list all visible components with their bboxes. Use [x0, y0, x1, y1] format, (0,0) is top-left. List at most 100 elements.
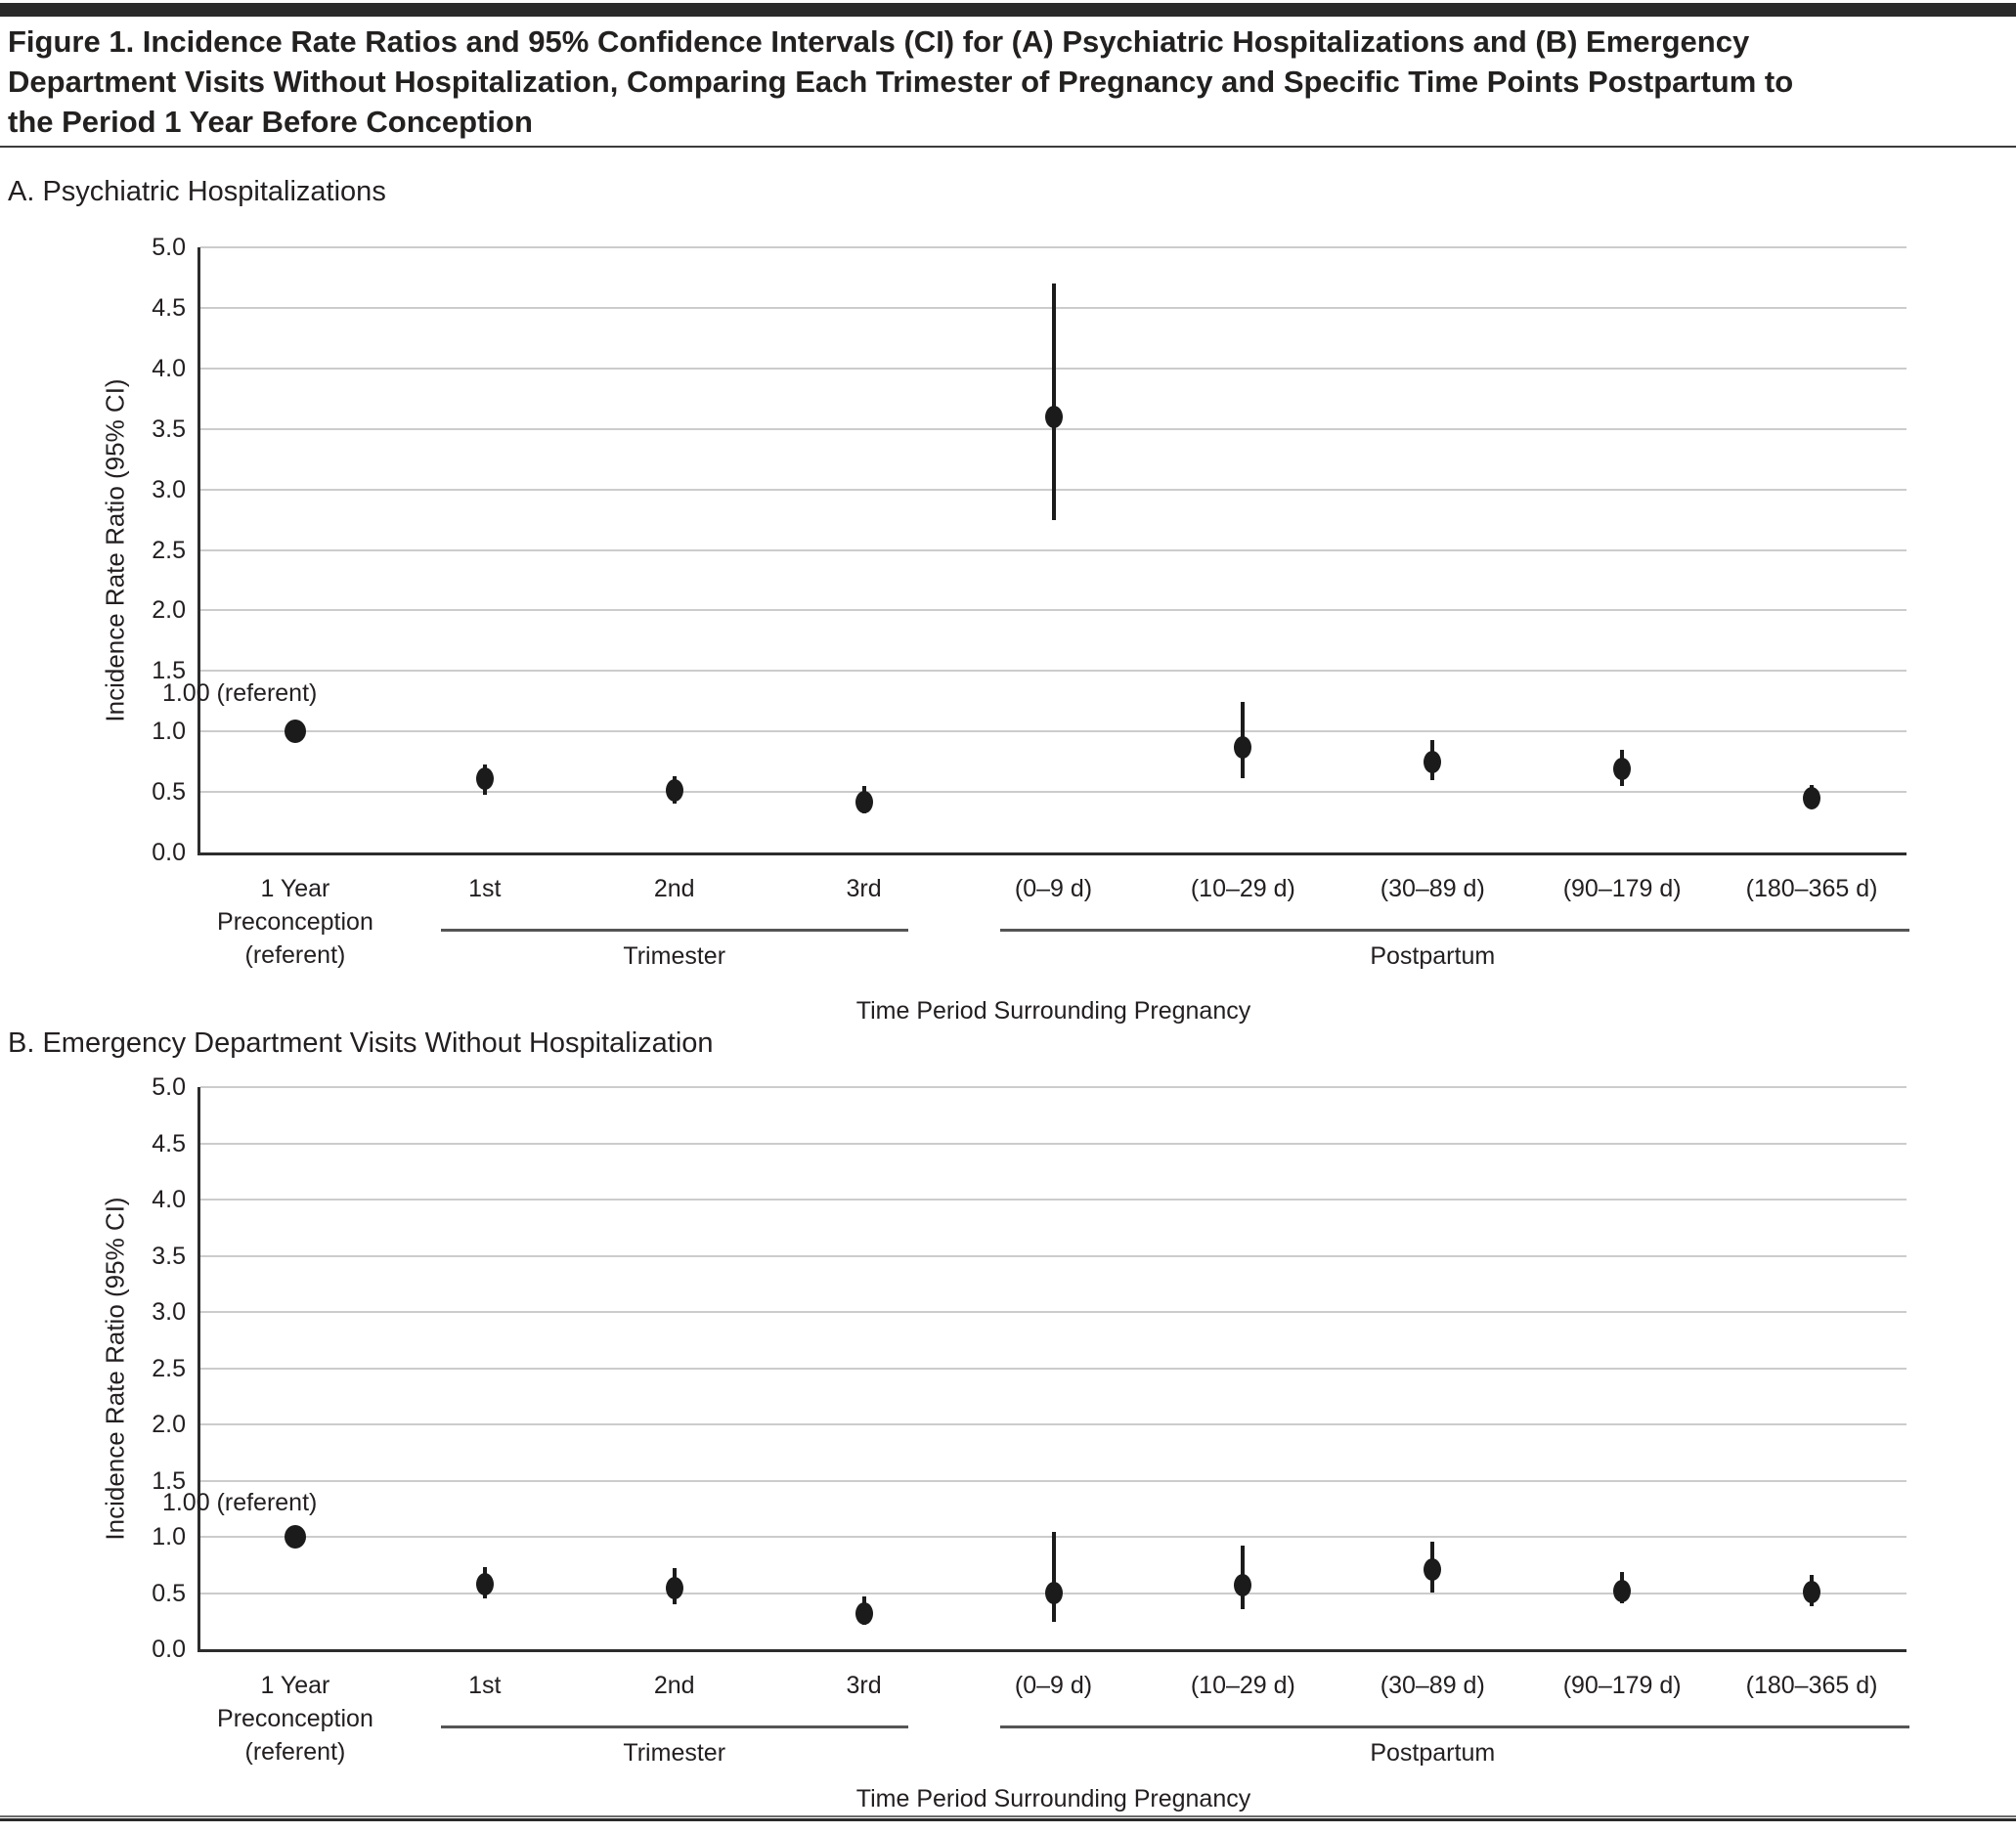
x-category-label-line: (10–29 d) [1190, 875, 1295, 902]
x-category-label: 1 Year Preconception (referent) [168, 1669, 422, 1768]
y-axis-tick-label: 4.0 [152, 1186, 186, 1213]
gridline [200, 488, 1906, 491]
figure-title-line-1: Figure 1. Incidence Rate Ratios and 95% … [8, 24, 1750, 59]
x-category-label-line: 2nd [653, 1672, 695, 1699]
x-category-label-line: (0–9 d) [1014, 1672, 1093, 1699]
axis-group-rule [440, 929, 908, 932]
data-point [665, 779, 683, 803]
gridline [200, 548, 1906, 551]
y-axis-tick-label: 2.0 [152, 1411, 186, 1438]
figure-title: Figure 1. Incidence Rate Ratios and 95% … [8, 22, 2008, 142]
y-axis-tick-label: 0.0 [152, 839, 186, 866]
data-point [1044, 1582, 1063, 1604]
ci-whisker [1810, 784, 1815, 809]
x-category-label: (180–365 d) [1685, 872, 1939, 905]
ci-whisker [1241, 1546, 1246, 1609]
panel-b-heading: B. Emergency Department Visits Without H… [8, 1027, 714, 1059]
x-category-label-line: (30–89 d) [1380, 1672, 1485, 1699]
gridline [200, 306, 1906, 309]
y-axis-line [197, 1087, 200, 1652]
y-axis-tick-label: 0.0 [152, 1636, 186, 1663]
gridline [200, 1367, 1906, 1370]
x-category-label-line: (90–179 d) [1562, 1672, 1682, 1699]
x-axis-caption: Time Period Surrounding Pregnancy [855, 1785, 1251, 1812]
data-point [1803, 1580, 1821, 1603]
y-axis-tick-label: 0.5 [152, 778, 186, 807]
y-axis-tick-label: 1.5 [152, 1466, 186, 1495]
x-category-label-line: Preconception [217, 908, 373, 936]
data-point [1613, 758, 1632, 781]
x-category-label: (30–89 d) [1305, 1669, 1559, 1702]
top-bar [0, 3, 2016, 17]
x-category-label-line: (180–365 d) [1745, 875, 1878, 902]
gridline [200, 1142, 1906, 1145]
data-point [284, 1525, 306, 1549]
x-category-label: 1st [358, 872, 612, 905]
x-category-label: 1 Year Preconception (referent) [168, 872, 422, 972]
x-axis-line [197, 1649, 1906, 1652]
axis-group-label: Postpartum [1370, 1739, 1496, 1767]
data-point [284, 720, 306, 744]
data-point [1044, 405, 1063, 428]
ci-whisker [861, 1595, 866, 1625]
axis-group-label: Trimester [623, 1739, 726, 1767]
y-axis-tick-label: 1.0 [152, 1523, 186, 1550]
y-axis-line [197, 247, 200, 855]
x-category-label: 2nd [548, 872, 802, 905]
y-axis-tick-label: 3.5 [152, 415, 186, 443]
y-axis-tick-label: 4.5 [152, 293, 186, 322]
ci-whisker [1241, 702, 1246, 779]
gridline [200, 1086, 1906, 1088]
y-axis-tick-label: 1.5 [152, 657, 186, 685]
x-axis-line [197, 852, 1906, 855]
figure-title-line-2: Department Visits Without Hospitalizatio… [8, 65, 1794, 99]
gridline [200, 730, 1906, 733]
x-axis-caption: Time Period Surrounding Pregnancy [855, 997, 1251, 1025]
y-axis-tick-label: 2.5 [152, 536, 186, 564]
y-axis-tick-label: 3.0 [152, 1298, 186, 1326]
y-axis-tick-label: 3.5 [152, 1242, 186, 1270]
gridline [200, 1311, 1906, 1313]
x-category-label-line: 1st [468, 875, 502, 902]
y-axis-title: Incidence Rate Ratio (95% CI) [100, 1196, 130, 1541]
ci-whisker [482, 1567, 487, 1599]
data-point [1424, 1557, 1442, 1581]
data-point [1803, 786, 1821, 809]
data-point [1234, 1573, 1252, 1596]
ci-whisker [1810, 1575, 1815, 1607]
gridline [200, 367, 1906, 370]
x-category-label-line: 3rd [846, 1672, 882, 1699]
ci-whisker [1051, 284, 1056, 520]
x-category-label: 3rd [737, 872, 991, 905]
x-category-label-line: (30–89 d) [1380, 875, 1485, 902]
x-category-label: (10–29 d) [1116, 872, 1370, 905]
gridline [200, 1592, 1906, 1594]
axis-group-rule [440, 1725, 908, 1728]
x-category-label: (90–179 d) [1495, 1669, 1749, 1702]
x-category-label: (10–29 d) [1116, 1669, 1370, 1702]
data-point [855, 790, 873, 813]
gridline [200, 427, 1906, 430]
x-category-label: (30–89 d) [1305, 872, 1559, 905]
x-category-label-line: Preconception [217, 1705, 373, 1732]
axis-group-rule [999, 1725, 1910, 1728]
y-axis-tick-label: 2.5 [152, 1354, 186, 1382]
x-category-label-line: 1st [468, 1672, 502, 1699]
gridline [200, 1254, 1906, 1257]
x-category-label-line: (90–179 d) [1562, 875, 1682, 902]
ci-whisker [861, 785, 866, 814]
data-point [665, 1577, 683, 1600]
panel-a-heading: A. Psychiatric Hospitalizations [8, 176, 386, 207]
ci-whisker [672, 1568, 677, 1604]
x-category-label: 1st [358, 1669, 612, 1702]
data-point [1234, 735, 1252, 759]
title-divider [0, 146, 2016, 148]
y-axis-tick-label: 4.5 [152, 1129, 186, 1157]
gridline [200, 1423, 1906, 1425]
data-point [475, 1572, 494, 1595]
referent-annotation: 1.00 (referent) [161, 1488, 318, 1516]
x-category-label-line: (0–9 d) [1014, 875, 1093, 902]
y-axis-tick-label: 0.5 [152, 1579, 186, 1607]
y-axis-tick-label: 4.0 [152, 354, 186, 382]
